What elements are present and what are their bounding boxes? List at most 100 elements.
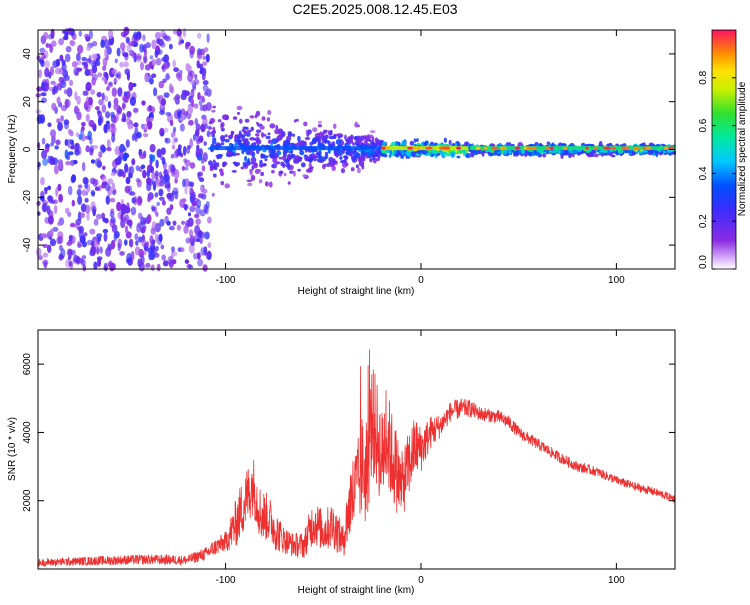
heatmap-cell bbox=[293, 157, 298, 164]
heatmap-cell bbox=[73, 67, 80, 76]
heatmap-cell bbox=[349, 134, 354, 141]
heatmap-cell bbox=[102, 176, 107, 183]
figure-title: C2E5.2025.008.12.45.E03 bbox=[292, 1, 457, 17]
heatmap-cell bbox=[149, 243, 156, 252]
heatmap-cell bbox=[90, 190, 96, 195]
heatmap-cell bbox=[303, 141, 307, 147]
heatmap-cell bbox=[41, 137, 46, 145]
heatmap-cell bbox=[187, 105, 193, 115]
spectrogram-marks bbox=[35, 26, 677, 272]
heatmap-cell bbox=[324, 134, 329, 139]
heatmap-cell bbox=[52, 60, 59, 68]
heatmap-cell bbox=[103, 71, 108, 78]
heatmap-cell bbox=[302, 174, 307, 178]
heatmap-cell bbox=[304, 136, 311, 141]
heatmap-cell bbox=[518, 142, 523, 146]
heatmap-cell bbox=[207, 250, 212, 258]
heatmap-cell bbox=[96, 247, 100, 255]
heatmap-cell bbox=[57, 221, 62, 226]
snr-x-label: Height of straight line (km) bbox=[298, 585, 415, 596]
heatmap-cell bbox=[220, 181, 225, 186]
heatmap-cell bbox=[376, 157, 380, 161]
heatmap-cell bbox=[41, 233, 48, 239]
heatmap-cell bbox=[70, 249, 76, 256]
heatmap-cell bbox=[297, 168, 301, 172]
heatmap-cell bbox=[140, 61, 144, 71]
heatmap-cell bbox=[448, 139, 452, 146]
heatmap-cell bbox=[85, 145, 90, 153]
heatmap-cell bbox=[173, 29, 179, 35]
heatmap-cell bbox=[98, 151, 103, 158]
heatmap-cell bbox=[288, 164, 294, 170]
heatmap-cell bbox=[124, 53, 129, 61]
heatmap-cell bbox=[434, 150, 439, 154]
heatmap-cell bbox=[288, 150, 292, 154]
heatmap-cell bbox=[165, 72, 170, 81]
heatmap-cell bbox=[55, 139, 61, 146]
heatmap-cell bbox=[142, 133, 149, 138]
heatmap-cell bbox=[94, 59, 101, 67]
heatmap-cell bbox=[194, 129, 200, 137]
heatmap-cell bbox=[78, 30, 83, 37]
heatmap-cell bbox=[206, 88, 212, 97]
heatmap-cell bbox=[190, 181, 195, 188]
heatmap-cell bbox=[99, 246, 103, 254]
heatmap-cell bbox=[184, 159, 191, 167]
heatmap-cell bbox=[283, 172, 287, 177]
heatmap-cell bbox=[96, 233, 102, 239]
heatmap-cell bbox=[108, 81, 113, 86]
heatmap-cell bbox=[464, 141, 468, 147]
heatmap-cell bbox=[244, 118, 250, 123]
heatmap-cell bbox=[249, 168, 253, 174]
heatmap-cell bbox=[350, 167, 355, 172]
heatmap-cell bbox=[345, 151, 349, 155]
heatmap-cell bbox=[282, 155, 287, 161]
heatmap-cell bbox=[148, 61, 154, 69]
heatmap-cell bbox=[212, 105, 217, 109]
heatmap-cell bbox=[309, 141, 314, 146]
heatmap-peak bbox=[667, 146, 674, 150]
heatmap-cell bbox=[493, 150, 497, 156]
heatmap-cell bbox=[250, 174, 256, 181]
heatmap-cell bbox=[157, 38, 164, 46]
heatmap-cell bbox=[125, 139, 130, 148]
heatmap-cell bbox=[256, 169, 261, 173]
heatmap-cell bbox=[156, 263, 161, 272]
heatmap-cell bbox=[91, 144, 99, 150]
snr-y-axis: 2000 4000 6000 bbox=[22, 353, 675, 512]
heatmap-cell bbox=[188, 119, 194, 126]
heatmap-cell bbox=[104, 183, 111, 192]
heatmap-cell bbox=[43, 261, 48, 269]
heatmap-cell bbox=[180, 39, 184, 44]
heatmap-cell bbox=[267, 132, 271, 136]
heatmap-cell bbox=[107, 178, 114, 185]
heatmap-cell bbox=[55, 187, 59, 197]
colorbar-tick-label: 0.4 bbox=[698, 166, 709, 180]
heatmap-cell bbox=[195, 204, 201, 215]
heatmap-cell bbox=[82, 232, 88, 237]
heatmap-cell bbox=[275, 161, 281, 165]
heatmap-cell bbox=[253, 162, 258, 169]
heatmap-cell bbox=[153, 87, 158, 97]
heatmap-cell bbox=[119, 61, 124, 68]
heatmap-cell bbox=[164, 137, 171, 144]
heatmap-cell bbox=[265, 135, 271, 140]
heatmap-cell bbox=[307, 129, 312, 135]
heatmap-cell bbox=[152, 182, 157, 191]
heatmap-cell bbox=[173, 169, 180, 179]
heatmap-cell bbox=[102, 228, 109, 234]
heatmap-cell bbox=[246, 179, 253, 183]
heatmap-x-tick-label: 0 bbox=[418, 275, 424, 286]
heatmap-cell bbox=[85, 113, 90, 122]
heatmap-cell bbox=[145, 241, 150, 247]
heatmap-cell bbox=[231, 170, 237, 173]
heatmap-cell bbox=[90, 159, 96, 164]
heatmap-cell bbox=[64, 207, 70, 214]
heatmap-cell bbox=[366, 150, 373, 157]
heatmap-cell bbox=[205, 102, 212, 111]
colorbar-label: Normalized spectral amplitude bbox=[737, 81, 748, 216]
heatmap-cell bbox=[249, 115, 255, 119]
heatmap-cell bbox=[323, 129, 327, 134]
